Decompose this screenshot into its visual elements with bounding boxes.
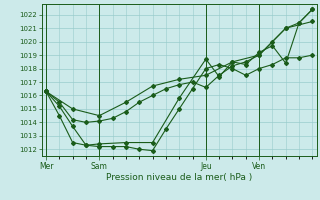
X-axis label: Pression niveau de la mer( hPa ): Pression niveau de la mer( hPa ) xyxy=(106,173,252,182)
